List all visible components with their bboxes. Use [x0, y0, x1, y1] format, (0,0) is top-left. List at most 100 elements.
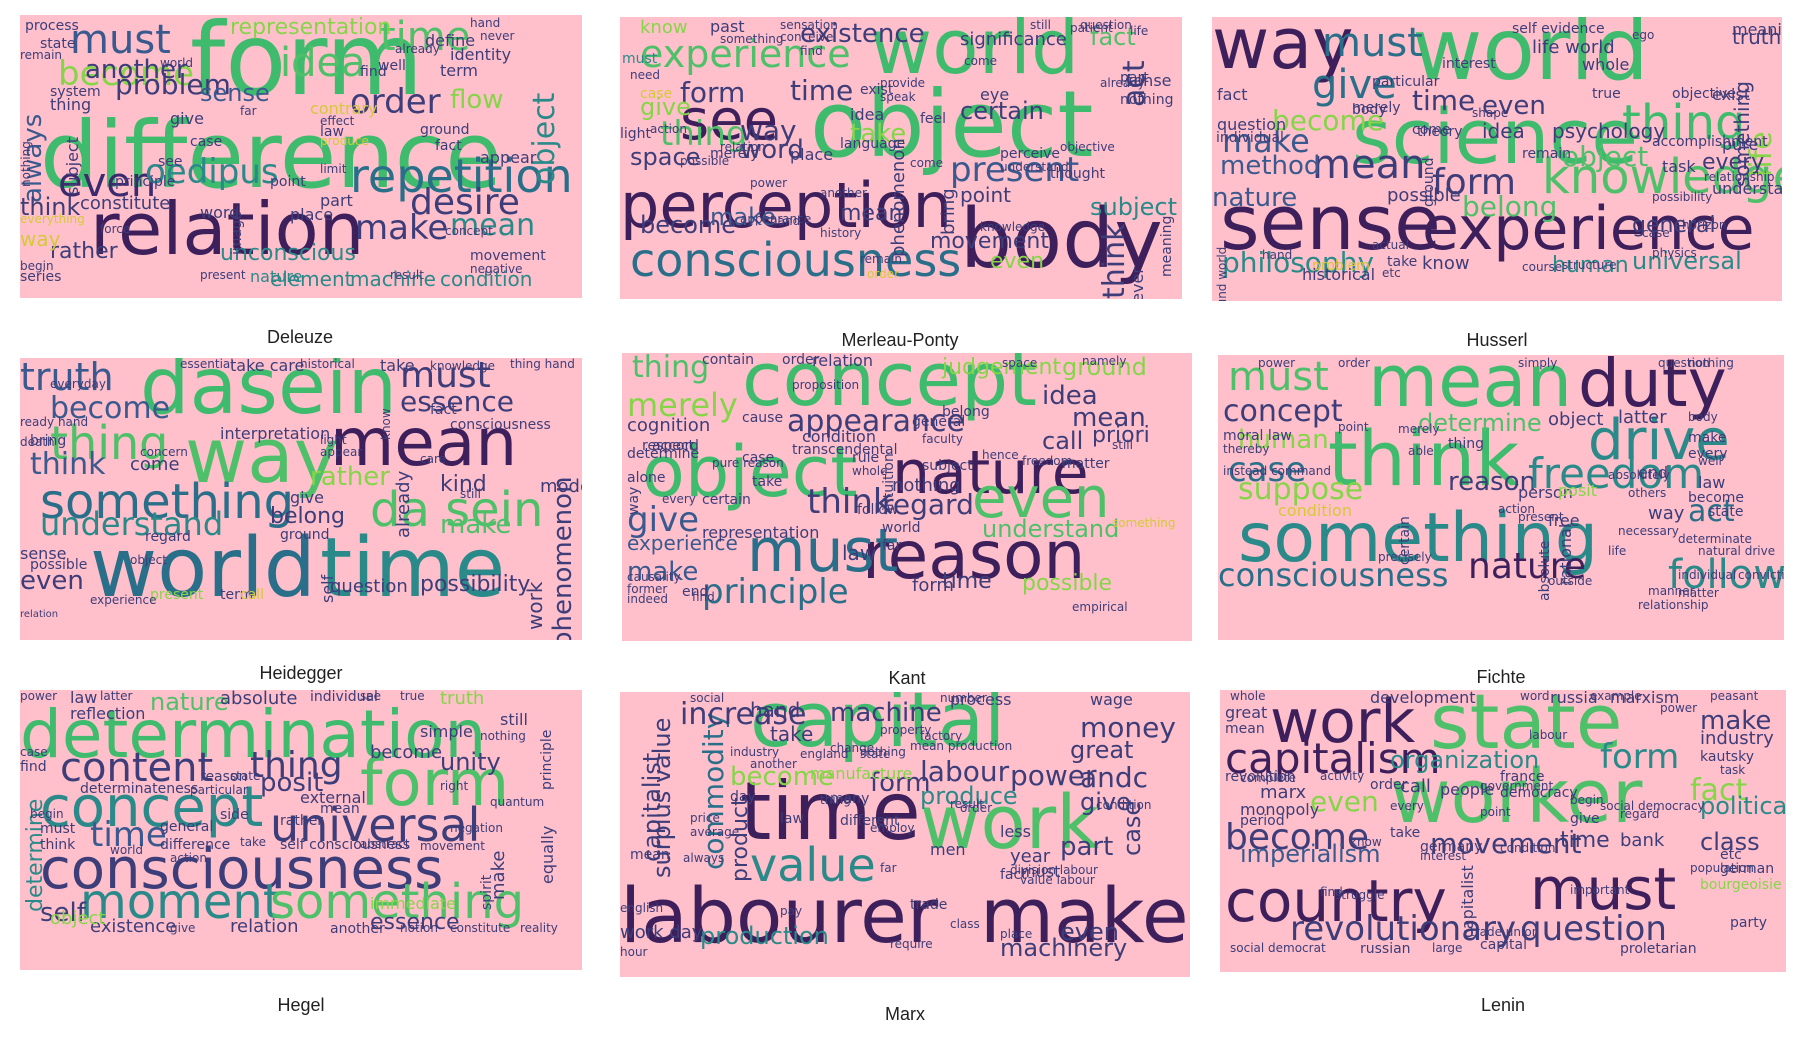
cloud-word: interest [1420, 849, 1467, 863]
cloud-word: element [270, 267, 353, 291]
cloud-word: division labour [1010, 863, 1098, 877]
panel-heidegger: dasein way mean world time something truth thin… [20, 358, 582, 688]
word-cloud: world science way experience sense must give th… [1212, 17, 1782, 301]
cloud-word: objective [1672, 86, 1736, 102]
cloud-word: think [30, 447, 106, 482]
cloud-word: something [40, 474, 295, 530]
cloud-word: mean [1312, 142, 1426, 188]
cloud-word: another [85, 55, 187, 85]
cloud-word: object [642, 431, 858, 513]
cloud-word: come [910, 156, 944, 170]
cloud-word: even [990, 249, 1045, 274]
cloud-word: act [1688, 494, 1735, 529]
cloud-word: power [1660, 701, 1698, 715]
cloud-word: make [710, 203, 776, 231]
panel-caption: Merleau-Ponty [841, 330, 959, 350]
cloud-word: interest [1442, 56, 1496, 72]
cloud-word: nothing [1688, 356, 1734, 370]
cloud-word: become [370, 742, 443, 763]
cloud-word: thought [1050, 166, 1106, 182]
cloud-word: language [840, 136, 906, 152]
cloud-word: even [58, 160, 157, 206]
cloud-word: hand [770, 214, 801, 228]
cloud-word: conceive [780, 30, 834, 44]
cloud-word: suppose [1238, 472, 1364, 507]
cloud-word: time [942, 569, 992, 594]
cloud-word: freedom [1528, 449, 1705, 498]
cloud-word: call [240, 587, 265, 603]
cloud-word: speak [880, 90, 916, 104]
cloud-word: law [70, 690, 98, 707]
cloud-word: manufacture [810, 764, 913, 783]
cloud-word: give [1312, 62, 1397, 108]
cloud-word: become [1272, 104, 1385, 137]
cloud-word: make [488, 850, 509, 900]
cloud-word: condition [440, 267, 533, 291]
cloud-word: begin [30, 807, 64, 821]
cloud-word: moral law [1223, 428, 1292, 444]
cloud-word: way [20, 227, 61, 251]
cloud-word: germany [1420, 839, 1483, 855]
cloud-word: become [730, 762, 835, 792]
cloud-word: large [1432, 941, 1463, 955]
cloud-word: movement [1430, 827, 1582, 860]
cloud-word: form [1432, 162, 1516, 203]
cloud-word: self [318, 574, 337, 603]
cloud-word: concept [1223, 394, 1343, 429]
cloud-word: world [870, 17, 1080, 91]
cloud-word: subject [922, 458, 973, 474]
cloud-word: indeed [627, 592, 668, 606]
cloud-word: essential [180, 358, 234, 371]
cloud-word: russia [1550, 690, 1598, 707]
cloud-word: exist [860, 82, 894, 98]
cloud-word: take [850, 119, 907, 149]
cloud-word: human [1238, 425, 1329, 455]
cloud-word: sense [20, 544, 67, 563]
cloud-word: power [1010, 759, 1097, 792]
cloud-word: point [1338, 420, 1369, 434]
cloud-word: property [880, 723, 932, 737]
cloud-word: still [460, 487, 481, 501]
cloud-word: accord [652, 438, 699, 454]
cloud-word: law [780, 811, 804, 827]
cloud-word: consciousness [630, 233, 962, 287]
cloud-word: appearance [740, 212, 812, 226]
cloud-word: think [1328, 414, 1520, 503]
cloud-word: understand [1000, 160, 1069, 174]
cloud-word: rather [50, 239, 118, 264]
cloud-word: take [380, 358, 415, 375]
cloud-word: time [90, 815, 167, 855]
word-cloud: determination concept form consciousness uni… [20, 690, 582, 970]
cloud-word: general [912, 414, 966, 430]
cloud-word: kind [440, 472, 487, 497]
cloud-word: trade [910, 897, 948, 913]
cloud-word: become [1225, 817, 1370, 858]
cloud-word: space [630, 143, 701, 171]
cloud-word: possible [1022, 571, 1113, 596]
cloud-word: whole [1582, 55, 1630, 74]
cloud-word: come [130, 454, 180, 475]
cloud-word: find [360, 64, 387, 80]
cloud-word: organization [1390, 746, 1540, 774]
cloud-word: bring [938, 188, 959, 235]
cloud-word: freedom [1022, 454, 1073, 468]
cloud-word: year [1010, 846, 1051, 867]
cloud-word: worker [1390, 754, 1643, 840]
cloud-word: government [1480, 779, 1554, 793]
cloud-word: thing [632, 353, 710, 385]
cloud-word: remain [20, 48, 63, 62]
cloud-word: law [1698, 473, 1726, 492]
cloud-word: structure [1562, 258, 1617, 272]
cloud-word: industry [730, 745, 780, 759]
cloud-word: mean [330, 404, 518, 481]
cloud-word: condition [1278, 501, 1352, 520]
cloud-word: free [1548, 511, 1580, 530]
cloud-word: ego [1632, 28, 1655, 42]
cloud-word: change [830, 741, 875, 755]
cloud-word: law [842, 541, 877, 565]
cloud-word: difference [160, 837, 231, 853]
cloud-word: action [650, 122, 687, 136]
cloud-word: need [630, 68, 660, 82]
cloud-word: relation [720, 140, 766, 154]
cloud-word: number [940, 692, 987, 705]
